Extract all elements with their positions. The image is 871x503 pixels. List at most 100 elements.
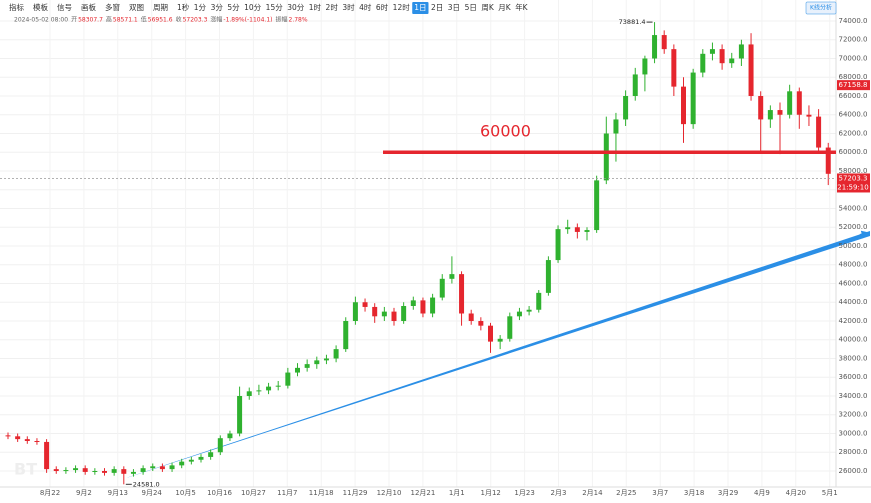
info-item: 2.78% xyxy=(289,17,308,24)
candle-body xyxy=(275,385,281,387)
toolbar-item[interactable]: 信号 xyxy=(57,2,72,12)
y-tick-label: 26000.0 xyxy=(839,467,868,475)
y-tick-label: 52000.0 xyxy=(839,223,868,231)
y-tick-label: 42000.0 xyxy=(839,317,868,325)
candle-body xyxy=(536,292,542,310)
y-tick-label: 62000.0 xyxy=(839,129,868,137)
candle-body xyxy=(709,49,715,54)
info-item: -1.89%(-1104.1) xyxy=(223,17,272,24)
candle-body xyxy=(516,311,522,317)
candle-body xyxy=(816,116,822,148)
y-tick-label: 34000.0 xyxy=(839,392,868,400)
candle-body xyxy=(15,436,21,440)
candle-body xyxy=(449,274,455,279)
x-tick-label: 10月27 xyxy=(241,489,266,497)
info-item: 低 xyxy=(141,16,147,24)
toolbar-item[interactable]: 5分 xyxy=(227,3,240,12)
period-active-bg xyxy=(412,2,429,14)
toolbar-item[interactable]: 1日 xyxy=(414,3,426,12)
y-tick-label: 60000.0 xyxy=(839,148,868,156)
y-tick-label: 44000.0 xyxy=(839,298,868,306)
y-tick-label: 46000.0 xyxy=(839,279,868,287)
candle-body xyxy=(256,390,262,392)
toolbar-item[interactable]: 月K xyxy=(498,3,511,12)
candle-body xyxy=(44,441,50,470)
toolbar-item[interactable]: 双图 xyxy=(129,3,144,12)
candle-body xyxy=(439,278,445,298)
toolbar-item[interactable]: 30分 xyxy=(287,3,305,12)
candle-body xyxy=(352,302,358,321)
candle-body xyxy=(410,300,416,306)
toolbar-item[interactable]: 4时 xyxy=(359,2,372,12)
candle-body xyxy=(545,260,551,293)
toolbar-item[interactable]: 年K xyxy=(515,2,528,12)
toolbar-item[interactable]: 指标 xyxy=(9,2,24,12)
toolbar-item[interactable]: 3分 xyxy=(211,3,224,12)
toolbar-item[interactable]: 2时 xyxy=(326,2,339,12)
candle-body xyxy=(758,95,764,120)
x-tick-label: 2月25 xyxy=(616,489,636,497)
candle-body xyxy=(420,300,426,314)
x-tick-label: 4月9 xyxy=(754,489,770,497)
candle-body xyxy=(565,227,571,230)
y-tick-label: 68000.0 xyxy=(839,73,868,81)
toolbar-item[interactable]: 周K xyxy=(481,3,494,12)
candle-body xyxy=(507,316,513,339)
candle-body xyxy=(671,49,677,87)
countdown-tag: 21:59:10 xyxy=(837,183,868,191)
x-tick-label: 11月29 xyxy=(343,489,368,497)
toolbar-item[interactable]: 多窗 xyxy=(105,2,120,12)
trend-arrow xyxy=(859,230,870,239)
max-label: 73881.4 xyxy=(619,18,646,26)
candle-body xyxy=(140,468,146,472)
toolbar-item[interactable]: 12时 xyxy=(393,2,411,12)
candle-body xyxy=(767,110,773,120)
toolbar-item[interactable]: 周期 xyxy=(153,3,168,12)
candle-body xyxy=(777,110,783,115)
candle-body xyxy=(24,439,30,441)
candle-body xyxy=(246,391,252,396)
x-tick-label: 12月21 xyxy=(410,489,435,497)
candle-body xyxy=(362,302,368,307)
x-tick-label: 8月22 xyxy=(40,489,60,497)
toolbar-item[interactable]: 10分 xyxy=(244,3,262,12)
candle-body xyxy=(304,364,310,368)
price-tag-bg xyxy=(837,173,870,193)
candle-body xyxy=(468,313,474,321)
current-price-tag: 57203.3 xyxy=(839,174,868,182)
toolbar-item[interactable]: 3时 xyxy=(342,2,355,12)
x-tick-label: 3月29 xyxy=(718,489,738,497)
candle-body xyxy=(796,91,802,115)
x-tick-label: 9月13 xyxy=(108,489,128,497)
candle-body xyxy=(169,465,175,470)
toolbar-item[interactable]: 15分 xyxy=(266,3,284,12)
info-item: 振幅 xyxy=(275,16,287,24)
toolbar-item[interactable]: 6时 xyxy=(376,2,389,12)
y-tick-label: 30000.0 xyxy=(839,429,868,437)
toolbar-item[interactable]: 2日 xyxy=(431,3,443,12)
toolbar-item[interactable]: 模板 xyxy=(33,2,48,12)
toolbar-item[interactable]: 1分 xyxy=(194,3,207,12)
marker-price-tag: 67158.8 xyxy=(839,81,868,89)
toolbar-item[interactable]: 5日 xyxy=(465,3,477,12)
candle-body xyxy=(661,35,667,50)
y-tick-label: 50000.0 xyxy=(839,242,868,250)
toolbar: 指标 模板 信号 画板 多窗 双图 周期 1秒 1分 3分 5分 10分 15分 30分 1时 2时 3时 4时 6… xyxy=(9,1,837,24)
x-tick-label: 11月18 xyxy=(309,489,334,497)
info-item: 58307.7 xyxy=(78,17,103,24)
analysis-button[interactable]: K线分析 xyxy=(810,4,832,12)
info-item: 高 xyxy=(106,16,112,24)
candle-body xyxy=(825,147,831,174)
toolbar-item[interactable]: 1时 xyxy=(309,2,322,12)
candle-body xyxy=(5,435,11,437)
x-tick-label: 10月16 xyxy=(207,489,232,497)
y-tick-label: 48000.0 xyxy=(839,261,868,269)
toolbar-item[interactable]: 1秒 xyxy=(177,2,190,12)
marker-tag-bg xyxy=(837,80,870,91)
x-tick-label: 2月3 xyxy=(551,489,567,497)
toolbar-item[interactable]: 3日 xyxy=(448,3,460,12)
info-item: 58571.1 xyxy=(113,17,138,24)
x-tick-label: 9月24 xyxy=(142,489,163,497)
toolbar-item[interactable]: 画板 xyxy=(81,2,96,12)
